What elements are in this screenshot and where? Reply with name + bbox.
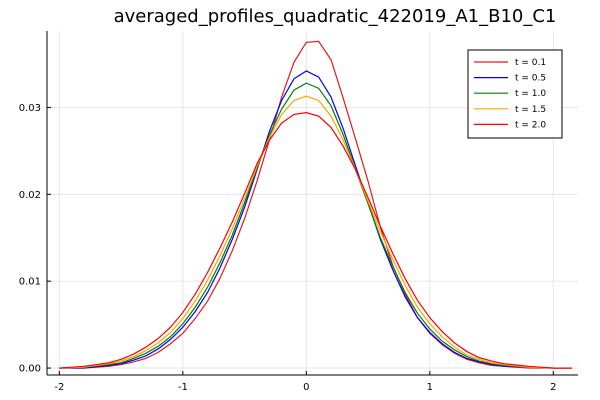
chart-title: averaged_profiles_quadratic_422019_A1_B1… <box>114 6 557 27</box>
y-tick-label: 0.02 <box>19 190 41 201</box>
series-line-2 <box>59 70 572 369</box>
y-tick-label: 0.01 <box>19 277 41 288</box>
legend-label: t = 1.5 <box>515 105 546 115</box>
series-line-1 <box>59 40 572 369</box>
legend-label: t = 1.0 <box>515 89 546 99</box>
legend-label: t = 0.5 <box>515 74 546 84</box>
series-line-3 <box>59 82 572 369</box>
axes <box>46 31 578 376</box>
series-line-5 <box>59 112 572 369</box>
x-tick-label: 1 <box>427 382 433 393</box>
legend-box <box>467 49 563 139</box>
legend: t = 0.1 t = 0.5 t = 1.0 t = 1.5 t = 2.0 <box>467 49 563 139</box>
tick-labels: -2 -1 0 1 2 0.00 0.01 0.02 0.03 <box>19 103 557 393</box>
y-tick-label: 0.00 <box>19 364 41 375</box>
series-lines <box>59 40 572 369</box>
x-tick-label: 0 <box>303 382 309 393</box>
legend-label: t = 2.0 <box>515 120 546 130</box>
y-tick-label: 0.03 <box>19 103 41 114</box>
x-tick-label: -2 <box>54 382 64 393</box>
x-tick-label: 2 <box>550 382 556 393</box>
x-tick-label: -1 <box>178 382 188 393</box>
legend-label: t = 0.1 <box>515 58 546 68</box>
series-line-4 <box>59 95 572 369</box>
